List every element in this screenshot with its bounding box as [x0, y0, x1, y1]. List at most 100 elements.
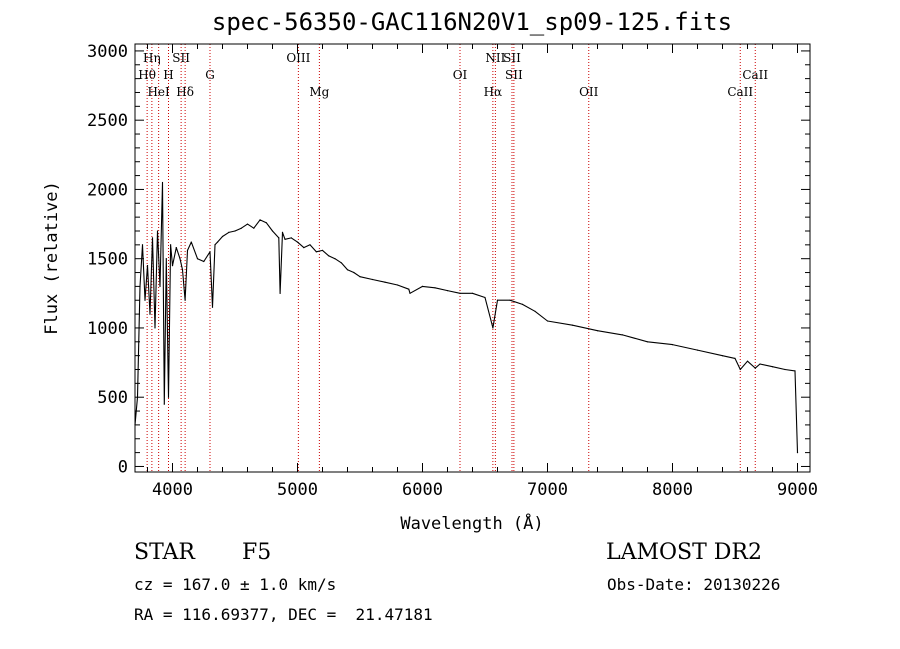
data-point [496, 299, 499, 301]
data-point [296, 241, 299, 243]
line-label-16: CaII [727, 85, 753, 99]
x-tick-label: 5000 [277, 480, 318, 500]
data-point [246, 223, 249, 225]
line-label-3: SII [172, 51, 190, 65]
data-point [290, 237, 292, 239]
line-label-13: SII [505, 68, 523, 82]
line-label-7: OIII [286, 51, 310, 65]
data-point [151, 237, 154, 239]
data-point [284, 238, 286, 240]
data-point [334, 258, 336, 260]
y-tick-label: 500 [97, 388, 128, 408]
data-point [281, 231, 284, 233]
data-point [141, 244, 144, 246]
object-class: STAR [134, 540, 195, 565]
data-point [671, 344, 674, 346]
data-point [216, 241, 219, 243]
data-point [546, 320, 549, 322]
data-point [471, 292, 474, 294]
data-point [484, 296, 486, 299]
line-label-12: Hα [484, 85, 503, 99]
data-point [259, 219, 261, 221]
data-point [534, 310, 536, 312]
data-point [156, 230, 159, 232]
coordinates: RA = 116.69377, DEC = 21.47181 [134, 605, 433, 624]
data-point [492, 327, 494, 329]
data-point [328, 255, 330, 257]
line-label-8: Mg [309, 85, 329, 99]
data-point [211, 306, 214, 308]
line-label-0: Hη [143, 51, 161, 65]
data-point [209, 251, 211, 253]
data-point [154, 327, 156, 329]
data-point [696, 349, 699, 351]
data-point [353, 271, 355, 274]
data-point [771, 366, 774, 368]
data-point [190, 241, 192, 243]
data-point [315, 251, 317, 253]
data-point [754, 367, 756, 369]
data-point [794, 370, 796, 372]
data-point [159, 285, 161, 287]
survey-label: LAMOST DR2 [606, 540, 762, 565]
data-point [446, 290, 449, 292]
line-label-15: CaII [742, 68, 768, 82]
data-point [144, 299, 146, 301]
line-label-10: NII [485, 51, 505, 65]
data-point [228, 231, 230, 233]
data-point [596, 330, 599, 332]
data-point [409, 292, 411, 294]
line-label-4: H [163, 68, 173, 82]
line-marks [146, 44, 756, 472]
line-label-5: Hδ [176, 85, 194, 99]
y-tick-label: 2500 [87, 111, 128, 131]
x-tick-label: 6000 [402, 480, 443, 500]
data-point [203, 260, 205, 263]
data-point [179, 258, 181, 260]
data-point [571, 324, 574, 326]
data-point [175, 247, 177, 249]
line-label-1: Hθ [138, 68, 156, 82]
line-label-9: OI [453, 68, 468, 82]
line-label-11: SII [503, 51, 521, 65]
data-point [181, 269, 184, 271]
data-point [784, 368, 786, 371]
line-label-6: G [205, 68, 215, 82]
data-point [170, 244, 172, 246]
data-point [146, 265, 149, 267]
y-tick-label: 2000 [87, 180, 128, 200]
y-tick-label: 0 [118, 457, 128, 477]
data-point [165, 258, 167, 260]
data-point [167, 396, 170, 398]
data-point [221, 235, 224, 238]
data-point [421, 285, 424, 287]
data-point [279, 292, 281, 294]
data-point [271, 230, 274, 232]
data-point [434, 287, 436, 289]
redshift-velocity: cz = 167.0 ± 1.0 km/s [134, 575, 337, 594]
data-point [746, 360, 749, 362]
data-point [721, 355, 724, 357]
data-point [371, 278, 374, 281]
data-point [309, 244, 311, 246]
x-tick-label: 4000 [152, 480, 193, 500]
data-point [346, 269, 349, 271]
data-point [359, 276, 361, 278]
data-point [234, 230, 236, 232]
data-point [186, 249, 189, 251]
data-point [384, 281, 386, 283]
x-tick-label: 7000 [527, 480, 568, 500]
data-point [196, 258, 199, 260]
data-point [253, 227, 255, 229]
data-point [184, 299, 186, 301]
series-layer [134, 181, 799, 454]
y-tick-label: 1500 [87, 250, 128, 270]
y-tick-label: 3000 [87, 42, 128, 62]
data-point [396, 284, 399, 286]
spectrum-line-0 [134, 181, 799, 453]
y-axis-ticks: 0 500 1000 1500 2000 2500 3000 [87, 42, 810, 477]
data-point [161, 181, 164, 184]
data-point [321, 249, 324, 251]
data-point [408, 288, 410, 290]
